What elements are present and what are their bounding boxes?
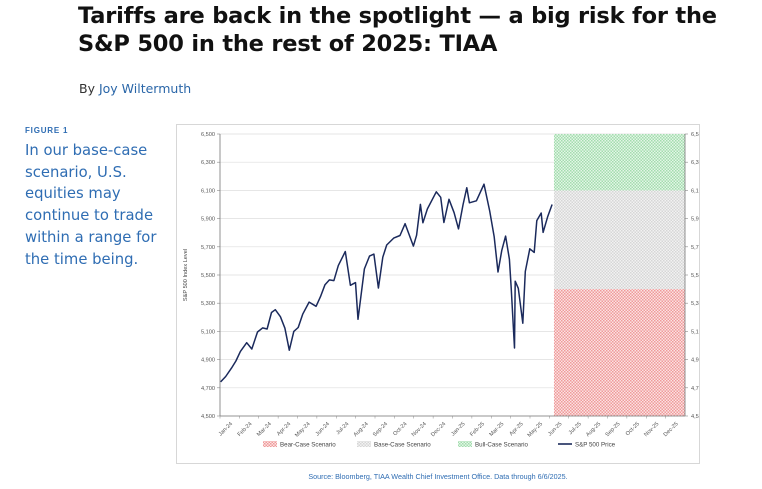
chart-legend: Bear-Case Scenario Base-Case Scenario Bull… <box>263 441 616 449</box>
x-tick-label: Apr-25 <box>509 421 525 437</box>
y-tick-label-right: 5,900 <box>691 217 699 223</box>
x-tick-label: Jul-24 <box>335 421 350 436</box>
x-tick-label: Feb-24 <box>237 421 254 438</box>
x-tick-label: Aug-24 <box>353 421 370 438</box>
x-tick-label: Apr-24 <box>276 421 292 437</box>
legend-bear-swatch <box>263 441 277 447</box>
x-tick-label: Sep-24 <box>372 421 389 438</box>
x-tick-label: Dec-25 <box>663 421 680 438</box>
sp500-scenario-chart: 4,500 4,500 4,700 4,700 4,900 4,900 5,100 5,100… <box>183 132 699 449</box>
x-tick-label: Aug-25 <box>585 421 602 438</box>
y-tick-label-right: 4,900 <box>691 358 699 364</box>
x-tick-label: Oct-24 <box>392 421 408 437</box>
article-headline: Tariffs are back in the spotlight — a bi… <box>78 3 717 57</box>
chart-source-note: Source: Bloomberg, TIAA Wealth Chief Inv… <box>308 472 568 481</box>
chart-frame: 4,500 4,500 4,700 4,700 4,900 4,900 5,100 5,100… <box>176 124 700 464</box>
y-tick-label-right: 4,700 <box>691 386 699 392</box>
bear-case-band <box>553 289 685 416</box>
figure-label: FIGURE 1 <box>25 126 69 135</box>
x-tick-label: Jul-25 <box>568 421 583 436</box>
legend-bull-label: Bull-Case Scenario <box>475 442 529 449</box>
y-axis-title: S&P 500 Index Level <box>183 249 189 301</box>
figure-caption: In our base-case scenario, U.S. equities… <box>25 142 157 268</box>
x-tick-label: Nov-25 <box>643 421 660 438</box>
x-tick-label: May-25 <box>527 421 544 438</box>
base-case-band <box>553 190 685 290</box>
y-tick-label-right: 5,100 <box>691 329 699 335</box>
y-tick-label-left: 5,300 <box>201 301 215 307</box>
x-tick-label: Nov-24 <box>411 421 428 438</box>
bull-case-band <box>553 134 685 191</box>
legend-price-label: S&P 500 Price <box>575 442 616 449</box>
x-tick-label: Jan-25 <box>450 421 466 437</box>
x-tick-label: Feb-25 <box>469 421 486 438</box>
y-tick-label-right: 5,300 <box>691 301 699 307</box>
y-tick-label-left: 6,300 <box>201 160 215 166</box>
sp500-price-series <box>220 183 553 383</box>
x-tick-label: Jan-24 <box>218 421 234 437</box>
legend-bull-swatch <box>458 441 472 447</box>
y-axis-label: S&P 500 Index Level <box>183 249 189 301</box>
y-tick-label-left: 5,900 <box>201 217 215 223</box>
x-tick-label: Jun-24 <box>315 421 331 437</box>
x-tick-label: May-24 <box>294 421 311 438</box>
y-tick-label-right: 6,300 <box>691 160 699 166</box>
sp500-price-line <box>220 183 553 383</box>
y-tick-label-left: 4,900 <box>201 358 215 364</box>
x-tick-label: Mar-24 <box>256 421 273 438</box>
x-tick-label: Mar-25 <box>489 421 506 438</box>
legend-base-swatch <box>357 441 371 447</box>
byline-prefix: By <box>79 81 95 96</box>
y-tick-label-right: 6,500 <box>691 132 699 138</box>
x-tick-label: Sep-25 <box>605 421 622 438</box>
y-tick-label-left: 5,500 <box>201 273 215 279</box>
y-tick-label-left: 4,500 <box>201 414 215 420</box>
y-tick-label-left: 6,500 <box>201 132 215 138</box>
y-tick-label-left: 6,100 <box>201 188 215 194</box>
legend-bear-label: Bear-Case Scenario <box>280 442 336 449</box>
y-tick-label-right: 4,500 <box>691 414 699 420</box>
x-tick-label: Jun-25 <box>547 421 563 437</box>
y-tick-label-left: 5,100 <box>201 329 215 335</box>
axes: 4,500 4,500 4,700 4,700 4,900 4,900 5,100 5,100… <box>201 132 699 439</box>
y-tick-label-right: 6,100 <box>691 188 699 194</box>
scenario-bands <box>553 134 685 416</box>
y-tick-label-left: 4,700 <box>201 386 215 392</box>
author-link[interactable]: Joy Wiltermuth <box>98 81 192 96</box>
legend-base-label: Base-Case Scenario <box>374 442 431 449</box>
y-tick-label-right: 5,700 <box>691 245 699 251</box>
x-tick-label: Oct-25 <box>625 421 641 437</box>
y-tick-label-left: 5,700 <box>201 245 215 251</box>
byline: By Joy Wiltermuth <box>79 81 191 96</box>
x-tick-label: Dec-24 <box>430 421 447 438</box>
y-tick-label-right: 5,500 <box>691 273 699 279</box>
